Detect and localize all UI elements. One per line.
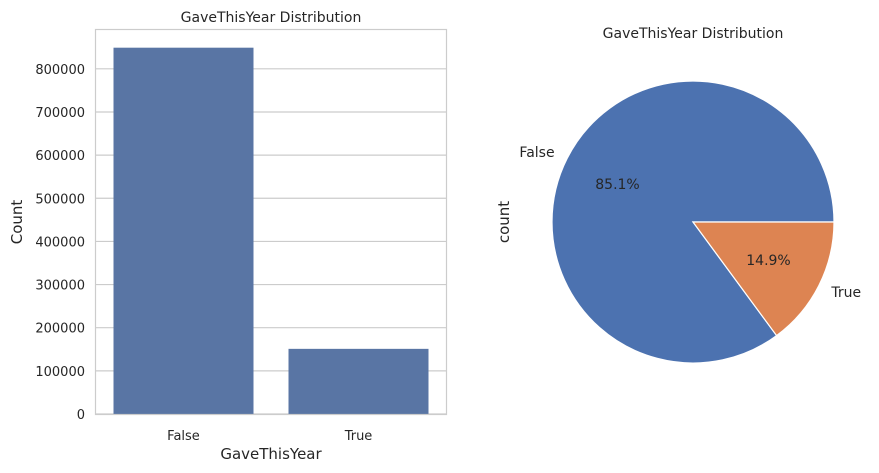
pie-slice-true bbox=[691, 221, 835, 337]
y-tick-label: 100000 bbox=[35, 365, 85, 380]
pie-chart-ylabel: count bbox=[495, 201, 513, 243]
bar-chart-title: GaveThisYear Distribution bbox=[181, 10, 362, 26]
y-tick-label: 500000 bbox=[35, 192, 85, 207]
pie-chart-title: GaveThisYear Distribution bbox=[603, 26, 784, 42]
y-tick-label: 200000 bbox=[35, 322, 85, 337]
bar-chart-frame bbox=[94, 28, 448, 416]
pie-chart-labels: False 85.1% True 14.9% bbox=[519, 145, 861, 301]
pie-label: True bbox=[830, 285, 861, 301]
y-tick-label: 700000 bbox=[35, 106, 85, 121]
bar-chart: GaveThisYear Distribution 0 100000 200000 3… bbox=[8, 10, 448, 463]
pie-chart-slices bbox=[551, 80, 835, 364]
x-tick-label: True bbox=[344, 429, 373, 444]
bar-chart-xlabel: GaveThisYear bbox=[220, 445, 322, 463]
y-tick-label: 800000 bbox=[35, 63, 85, 78]
bar-false bbox=[113, 47, 254, 415]
y-tick-label: 0 bbox=[77, 408, 85, 423]
bar-chart-y-ticks: 0 100000 200000 300000 400000 500000 600000 700… bbox=[35, 63, 85, 423]
y-tick-label: 600000 bbox=[35, 149, 85, 164]
y-tick-label: 400000 bbox=[35, 235, 85, 250]
pie-chart: GaveThisYear Distribution count False 85.… bbox=[495, 26, 861, 364]
bar-chart-x-ticks: False True bbox=[167, 429, 372, 444]
x-tick-label: False bbox=[167, 429, 200, 444]
bar-chart-bars bbox=[113, 47, 429, 415]
pie-label: False bbox=[519, 145, 554, 161]
y-tick-label: 300000 bbox=[35, 279, 85, 294]
pie-percent-label: 85.1% bbox=[595, 177, 639, 193]
pie-percent-label: 14.9% bbox=[746, 253, 790, 269]
bar-true bbox=[288, 348, 429, 414]
bar-chart-ylabel: Count bbox=[8, 200, 26, 245]
